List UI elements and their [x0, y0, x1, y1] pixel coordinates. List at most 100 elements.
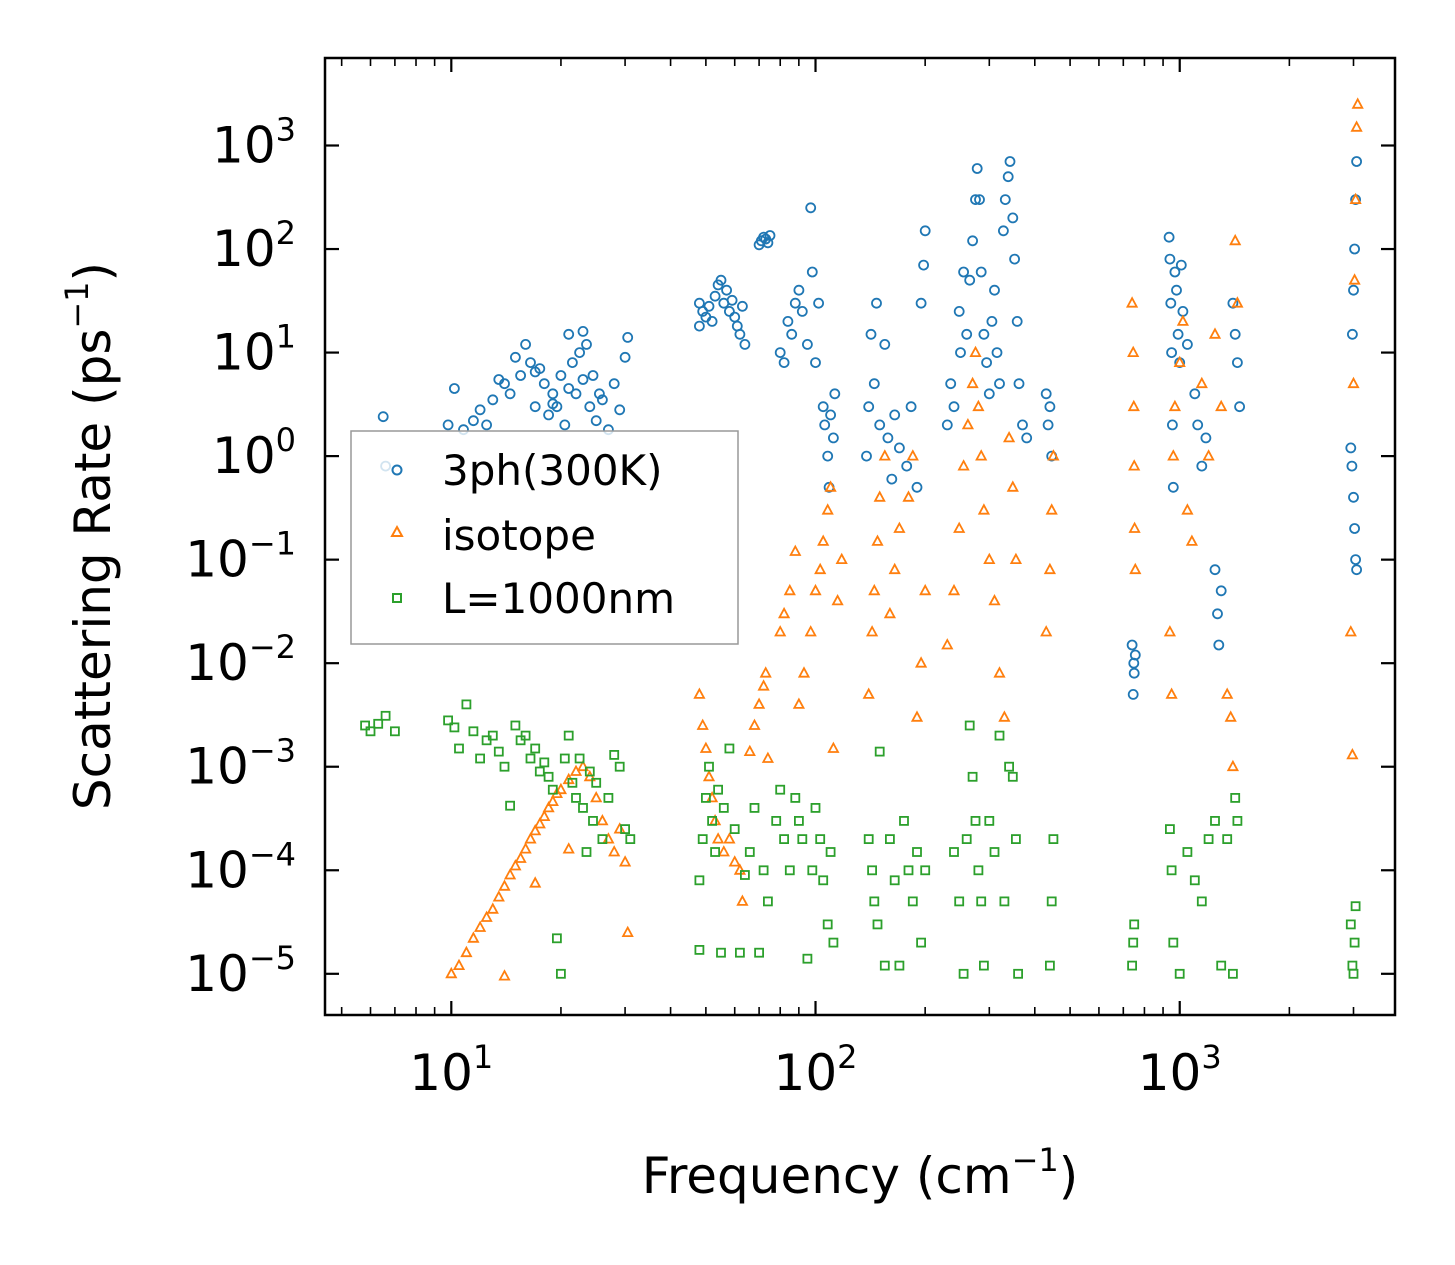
data-point [1045, 503, 1058, 515]
data-point [567, 777, 578, 788]
data-point [999, 896, 1010, 907]
data-point [621, 925, 634, 937]
data-point [761, 751, 775, 763]
data-point [802, 338, 813, 350]
data-point [778, 357, 790, 369]
data-point [1174, 968, 1185, 979]
data-point [915, 297, 927, 309]
data-point [538, 809, 551, 821]
data-point [449, 722, 460, 733]
data-point [1127, 960, 1137, 971]
data-point [377, 411, 389, 423]
data-point [724, 305, 735, 317]
data-point [493, 746, 504, 757]
data-point [1011, 315, 1023, 327]
data-point [916, 937, 926, 948]
data-point [581, 338, 592, 350]
data-point [797, 834, 808, 844]
data-point [863, 834, 874, 844]
data-point [1164, 253, 1176, 265]
data-point [810, 803, 821, 813]
data-point [1046, 896, 1057, 907]
data-point [873, 490, 886, 502]
series-2 [360, 699, 1361, 979]
data-point [894, 442, 905, 454]
data-point [468, 726, 479, 737]
data-point [988, 594, 1001, 606]
data-point [828, 432, 839, 444]
data-point [819, 419, 831, 431]
data-point [723, 832, 736, 844]
data-point [878, 449, 891, 461]
data-point [1172, 328, 1184, 340]
data-point [1348, 491, 1359, 503]
data-point [563, 328, 575, 340]
data-point [529, 824, 542, 836]
data-point [1128, 459, 1141, 471]
data-point [1166, 865, 1177, 876]
data-point [713, 784, 723, 795]
data-point [973, 865, 984, 876]
data-point [941, 638, 954, 650]
data-point [503, 868, 517, 880]
data-point [547, 388, 559, 400]
data-point [748, 718, 761, 730]
data-point [977, 503, 991, 515]
data-point [961, 834, 972, 844]
data-point [984, 816, 995, 826]
data-point [1167, 449, 1180, 461]
data-point [1168, 937, 1179, 948]
data-point [1346, 460, 1358, 472]
data-point [1176, 314, 1190, 326]
data-point [1004, 156, 1016, 167]
data-point [763, 896, 773, 907]
data-point [822, 919, 833, 930]
y-tick-label: 102 [212, 214, 296, 278]
data-point [806, 266, 818, 278]
y-axis-title: Scattering Rate (ps−1) [58, 262, 122, 810]
y-tick-label: 10−3 [185, 732, 296, 796]
x-tick-labels: 101 102 103 [409, 1038, 1221, 1102]
data-point [1009, 552, 1023, 564]
data-point [817, 534, 830, 546]
data-point [1230, 793, 1241, 803]
data-point [543, 771, 554, 782]
data-point [1017, 419, 1028, 431]
data-point [871, 297, 882, 309]
data-point [869, 896, 880, 907]
data-point [804, 625, 817, 637]
data-point [1213, 639, 1225, 651]
data-point [1227, 297, 1239, 309]
data-point [701, 793, 711, 803]
data-point [914, 656, 928, 668]
data-point [1347, 376, 1360, 389]
data-point [961, 328, 973, 340]
data-point [825, 409, 836, 421]
data-point [1345, 919, 1356, 930]
data-point [1231, 296, 1244, 308]
data-point [879, 960, 890, 971]
data-point [703, 300, 715, 312]
data-point [1234, 401, 1245, 413]
data-point [1002, 431, 1016, 443]
data-point [718, 803, 729, 813]
data-point [1345, 442, 1357, 454]
data-point [1127, 689, 1139, 700]
data-point [910, 710, 924, 722]
data-point [775, 784, 786, 795]
data-point [380, 710, 391, 721]
data-point [1040, 625, 1053, 637]
data-point [716, 947, 726, 958]
data-point [809, 583, 822, 596]
data-point [941, 419, 953, 431]
data-point [588, 816, 598, 826]
data-point [737, 300, 748, 312]
data-point [710, 847, 720, 857]
data-point [584, 401, 596, 413]
data-point [547, 398, 559, 410]
data-point [474, 404, 486, 416]
data-point [793, 284, 805, 296]
data-point [792, 697, 806, 709]
data-point [918, 259, 929, 271]
data-point [1166, 347, 1177, 359]
